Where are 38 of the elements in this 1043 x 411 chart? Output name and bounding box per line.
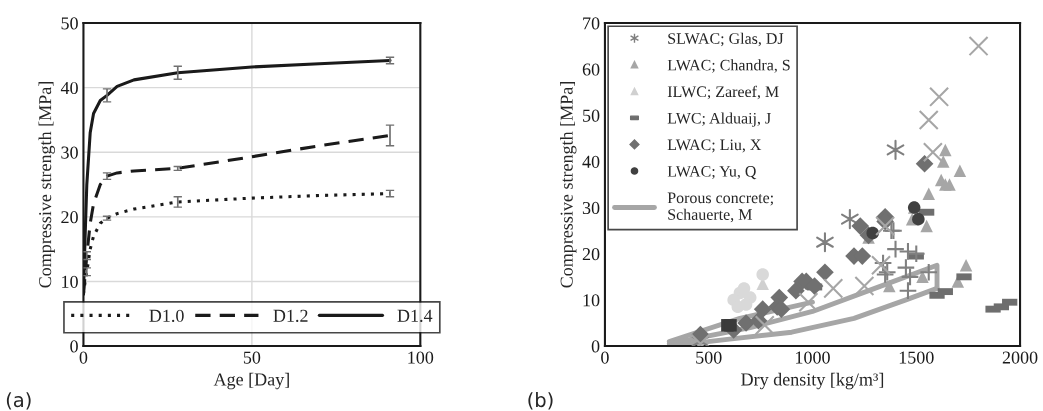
legend-label: ILWC; Zareef, M [667, 85, 779, 100]
y-tick-label: 30 [582, 201, 600, 215]
y-tick-label: 70 [583, 17, 600, 30]
x-tick-label: 500 [696, 351, 722, 364]
x-tick-label: 0 [79, 351, 88, 364]
x-tick-label: 1000 [796, 351, 830, 364]
legend-label: LWC; Alduaij, J [667, 112, 771, 127]
y-tick-label: 10 [583, 294, 600, 307]
legend-label: LWAC; Yu, Q [667, 166, 757, 180]
y-tick-label: 10 [62, 275, 78, 288]
y-tick-label: 0 [70, 340, 78, 353]
y-axis-title: Compressive strength [MPa] [38, 82, 55, 288]
legend-label: D1.4 [397, 309, 433, 322]
text: (a) [6, 392, 31, 410]
y-tick-label: 20 [582, 248, 600, 261]
y-tick-label: 30 [61, 146, 78, 159]
y-tick-label: 50 [583, 109, 600, 122]
legend-label: Porous concrete; Schauerte, M [667, 192, 773, 223]
y-tick-label: 50 [61, 17, 78, 30]
x-tick-label: 1500 [899, 351, 934, 364]
x-axis-title: Age [Day] [213, 372, 289, 390]
y-tick-label: 0 [591, 340, 600, 353]
legend-label: LWAC; Chandra, S [667, 59, 790, 73]
y-tick-label: 60 [582, 63, 600, 76]
text: (b) [528, 392, 553, 410]
x-tick-label: 50 [243, 351, 261, 364]
x-tick-label: 0 [601, 351, 609, 364]
y-tick-label: 40 [60, 81, 78, 95]
y-axis-title: Compressive strength [MPa] [560, 82, 577, 288]
legend-label: D1.2 [273, 309, 308, 322]
y-tick-label: 20 [61, 211, 78, 224]
legend-label: LWAC; Liu, X [667, 139, 762, 153]
legend-label: D1.0 [149, 309, 184, 322]
x-axis-title: Dry density [kg/m³] [741, 372, 884, 390]
legend-label: SLWAC; Glas, DJ [668, 32, 784, 47]
x-tick-label: 100 [408, 351, 434, 364]
y-tick-label: 40 [582, 155, 600, 168]
x-tick-label: 2000 [1002, 351, 1038, 364]
